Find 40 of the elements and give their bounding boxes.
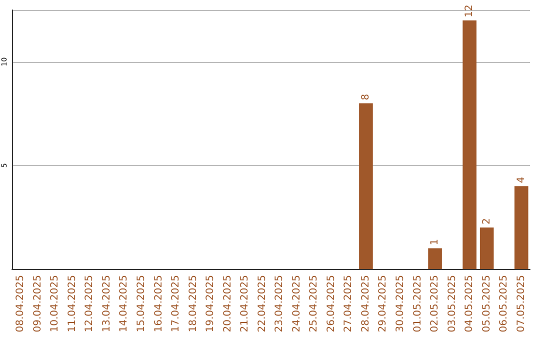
x-tick-label: 04.05.2025 [464,275,476,332]
x-tick-label: 01.05.2025 [412,275,424,332]
x-tick-label: 13.04.2025 [101,275,112,332]
bar [462,20,476,269]
x-tick-label: 26.04.2025 [326,275,337,332]
data-label: 1 [430,238,441,246]
x-tick-label: 24.04.2025 [291,275,302,332]
x-tick-label: 21.04.2025 [240,275,251,332]
x-tick-label: 10.04.2025 [50,275,61,332]
x-tick-label: 20.04.2025 [222,275,234,332]
x-tick-label: 06.05.2025 [498,275,510,332]
bar [428,248,442,269]
x-tick-label: 27.04.2025 [343,275,354,332]
x-tick-label: 17.04.2025 [170,275,182,332]
x-tick-label: 28.04.2025 [360,275,372,332]
data-label: 8 [360,94,372,100]
bar [480,228,494,269]
x-tick-label: 30.04.2025 [395,275,406,332]
data-label: 4 [516,176,527,184]
x-tick-label: 03.05.2025 [446,275,458,332]
data-label: 2 [481,218,492,225]
x-tick-label: 15.04.2025 [136,275,147,332]
x-tick-label: 08.04.2025 [15,275,26,332]
x-tick-label: 16.04.2025 [153,275,164,332]
x-tick-label: 25.04.2025 [308,275,320,332]
bar [359,103,373,269]
x-tick-label: 22.04.2025 [256,275,268,332]
x-tick-label: 18.04.2025 [188,275,199,332]
x-tick-label: 29.04.2025 [378,275,389,332]
x-tick-label: 14.04.2025 [118,275,130,332]
x-tick-label: 23.04.2025 [274,275,286,332]
x-tick-label: 02.05.2025 [430,275,441,332]
x-tick-label: 09.04.2025 [32,275,44,332]
data-label: 12 [464,4,476,18]
x-tick-label: 05.05.2025 [481,275,492,332]
x-tick-label: 12.04.2025 [84,275,96,332]
x-tick-label: 19.04.2025 [205,275,216,332]
x-tick-label: 07.05.2025 [516,275,527,332]
x-tick-label: 11.04.2025 [66,275,78,332]
bar [514,186,528,269]
